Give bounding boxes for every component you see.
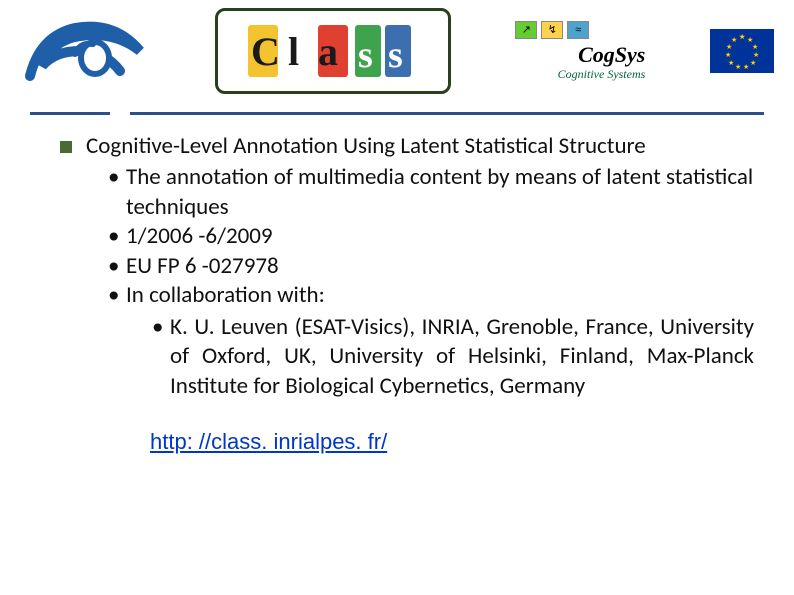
logo-class: C l a s s [215, 8, 451, 94]
svg-text:s: s [388, 34, 403, 76]
content-item-2: EU FP 6 -027978 [108, 252, 754, 281]
svg-text:l: l [288, 29, 299, 74]
content-item-1: 1/2006 -6/2009 [108, 222, 754, 251]
slide: C l a s s ↗ ↯ ≈ CogSys Cognitive Systems [0, 0, 794, 595]
cogsys-subtitle: Cognitive Systems [515, 68, 645, 81]
project-link[interactable]: http: //class. inrialpes. fr/ [150, 429, 754, 455]
cogsys-badge-1: ↗ [515, 21, 537, 39]
class-logo-icon: C l a s s [223, 15, 443, 87]
cogsys-title: CogSys [515, 43, 645, 67]
content-title: Cognitive-Level Annotation Using Latent … [86, 132, 646, 160]
logo-fp6 [20, 16, 150, 86]
fp6-swirl-icon [20, 16, 150, 86]
content-area: Cognitive-Level Annotation Using Latent … [0, 120, 794, 465]
svg-text:s: s [358, 34, 373, 76]
cogsys-badge-3: ≈ [567, 21, 589, 39]
logo-cogsys: ↗ ↯ ≈ CogSys Cognitive Systems [515, 21, 645, 80]
eu-flag-icon: ★ ★ ★ ★ ★ ★ ★ ★ ★ ★ ★ ★ [710, 29, 774, 73]
divider [0, 102, 794, 120]
content-item-0: The annotation of multimedia content by … [108, 163, 754, 222]
collaborators: K. U. Leuven (ESAT-Visics), INRIA, Greno… [152, 313, 754, 401]
svg-text:a: a [318, 29, 338, 74]
content-item-3: In collaboration with: K. U. Leuven (ESA… [108, 281, 754, 401]
square-bullet-icon [60, 141, 72, 153]
logo-row: C l a s s ↗ ↯ ≈ CogSys Cognitive Systems [0, 0, 794, 100]
cogsys-badge-2: ↯ [541, 21, 563, 39]
svg-text:C: C [251, 29, 280, 74]
content-item-3-label: In collaboration with: [126, 281, 325, 309]
cogsys-badges: ↗ ↯ ≈ [515, 21, 645, 39]
